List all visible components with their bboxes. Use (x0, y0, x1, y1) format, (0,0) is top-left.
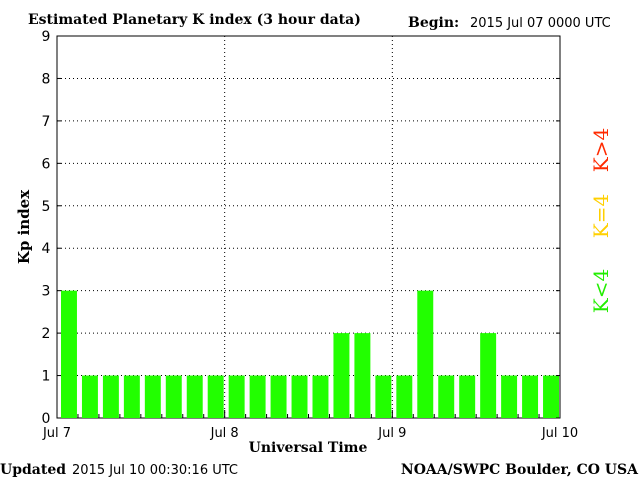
bars-group (61, 290, 559, 418)
kp-bar (123, 375, 140, 418)
kp-bar (543, 375, 559, 418)
kp-bar (312, 375, 329, 418)
kp-bar (249, 375, 266, 418)
kp-bar (270, 375, 287, 418)
kp-bar (459, 375, 476, 418)
y-tick-label: 8 (42, 71, 51, 87)
kp-bar (207, 375, 224, 418)
chart-title: Estimated Planetary K index (3 hour data… (28, 12, 361, 28)
y-tick-label: 2 (42, 326, 51, 342)
kp-bar (102, 375, 119, 418)
y-tick-label: 3 (42, 284, 51, 300)
y-tick-label: 6 (42, 156, 51, 172)
kp-bar (61, 290, 77, 418)
x-tick-label: Jul 10 (541, 426, 578, 441)
kp-bar (165, 375, 182, 418)
kp-bar (417, 290, 434, 418)
kp-bar (480, 333, 497, 418)
kp-bar (228, 375, 245, 418)
begin-label: Begin: (408, 15, 459, 31)
kp-bar (396, 375, 413, 418)
begin-value: 2015 Jul 07 0000 UTC (470, 16, 611, 31)
y-tick-label: 5 (42, 199, 51, 215)
kp-bar (522, 375, 539, 418)
kp-bar (438, 375, 455, 418)
y-tick-label: 9 (42, 29, 51, 45)
y-tick-label: 1 (42, 369, 51, 385)
credit-text: NOAA/SWPC Boulder, CO USA (401, 462, 639, 478)
y-tick-label: 0 (42, 411, 51, 427)
y-axis-label: Kp index (15, 189, 33, 264)
x-tick-label: Jul 8 (210, 426, 239, 441)
legend-k-less-4: K<4 (589, 269, 613, 313)
kp-bar (186, 375, 203, 418)
x-axis-label: Universal Time (249, 440, 368, 456)
legend-k-equal-4: K=4 (589, 194, 613, 238)
updated-label: Updated (0, 462, 66, 478)
x-tick-label: Jul 9 (377, 426, 406, 441)
kp-bar (501, 375, 518, 418)
kp-bar (144, 375, 161, 418)
kp-bar (375, 375, 392, 418)
updated-value: 2015 Jul 10 00:30:16 UTC (72, 463, 238, 478)
kp-bar (81, 375, 98, 418)
kp-bar (333, 333, 350, 418)
y-axis-ticks: 0 1 2 3 4 5 6 7 8 9 (42, 29, 560, 427)
legend-k-greater-4: K>4 (589, 128, 613, 172)
x-axis-ticks: Jul 7 Jul 8 Jul 9 Jul 10 (42, 410, 578, 441)
kp-bar (291, 375, 308, 418)
y-tick-label: 7 (42, 114, 51, 130)
kp-bar (354, 333, 371, 418)
x-tick-label: Jul 7 (42, 426, 71, 441)
y-tick-label: 4 (42, 241, 51, 257)
